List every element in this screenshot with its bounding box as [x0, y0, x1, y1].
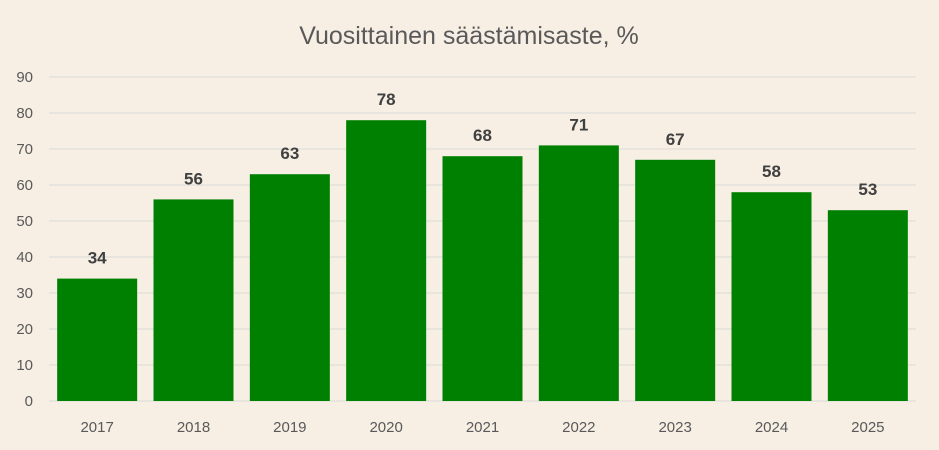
- x-axis: 2017 2018 2019 2020 2021 2022 2023 2024 2025: [80, 419, 884, 436]
- x-tick-label: 2023: [658, 419, 691, 436]
- bar-2020: [346, 120, 427, 401]
- y-tick-label: 70: [16, 141, 33, 158]
- bar-2024: [731, 192, 812, 401]
- data-labels: 34 56 63 78 68 71 67 58 53: [88, 90, 878, 267]
- x-tick-label: 2021: [466, 419, 499, 436]
- x-tick-label: 2018: [177, 419, 210, 436]
- bar-2018: [153, 199, 234, 401]
- y-tick-label: 60: [16, 177, 33, 194]
- y-tick-label: 20: [16, 321, 33, 338]
- data-label: 67: [666, 130, 685, 149]
- chart-title: Vuosittainen säästämisaste, %: [299, 22, 639, 50]
- data-label: 58: [762, 162, 781, 181]
- x-tick-label: 2017: [80, 419, 113, 436]
- bar-2022: [538, 145, 619, 401]
- data-label: 56: [184, 169, 203, 188]
- bar-2025: [827, 210, 908, 401]
- bar-2021: [442, 156, 523, 401]
- data-label: 53: [858, 180, 877, 199]
- x-tick-label: 2019: [273, 419, 306, 436]
- x-tick-label: 2022: [562, 419, 595, 436]
- y-tick-label: 90: [16, 69, 33, 86]
- bar-2017: [57, 278, 138, 401]
- y-tick-label: 40: [16, 249, 33, 266]
- y-tick-label: 30: [16, 285, 33, 302]
- data-label: 34: [88, 249, 107, 268]
- bars: [57, 120, 908, 401]
- bar-2019: [249, 174, 330, 401]
- y-tick-label: 0: [25, 393, 33, 410]
- y-axis: 0 10 20 30 40 50 60 70 80 90: [16, 69, 33, 410]
- x-tick-label: 2025: [851, 419, 884, 436]
- x-tick-label: 2024: [755, 419, 788, 436]
- data-label: 78: [377, 90, 396, 109]
- data-label: 68: [473, 126, 492, 145]
- y-tick-label: 80: [16, 105, 33, 122]
- y-tick-label: 50: [16, 213, 33, 230]
- y-tick-label: 10: [16, 357, 33, 374]
- data-label: 71: [569, 115, 588, 134]
- x-tick-label: 2020: [369, 419, 402, 436]
- bar-2023: [635, 159, 716, 401]
- data-label: 63: [280, 144, 299, 163]
